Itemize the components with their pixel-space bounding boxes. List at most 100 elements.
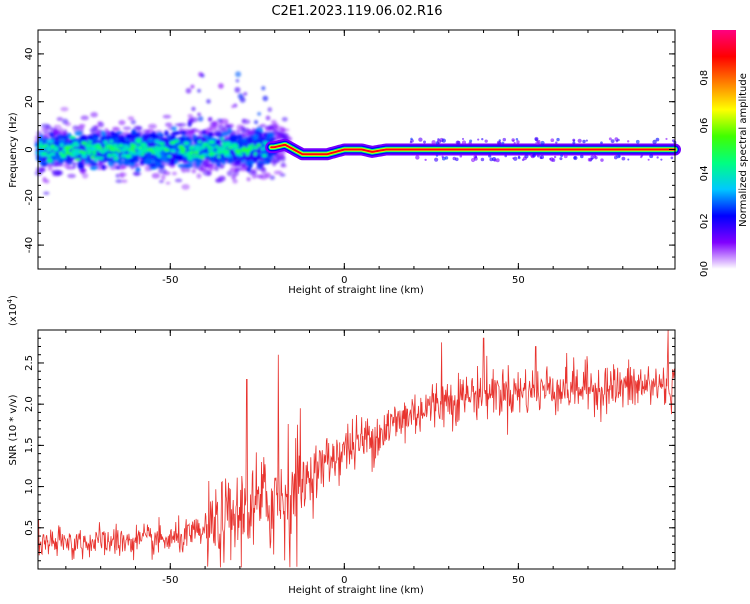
spectrogram-y-label: Frequency (Hz) [8, 112, 19, 188]
spectrogram-ridge-speck [665, 137, 668, 141]
spectrogram-band-cell [174, 154, 182, 161]
spectrogram-ridge-speck [493, 158, 497, 162]
spectrogram-band-cell [80, 134, 88, 141]
spectrogram-band-cell [144, 158, 151, 165]
spectrogram-hot-cell [202, 153, 209, 157]
spectrogram-ridge-speck [501, 141, 505, 145]
spectrogram-ridge-speck [582, 139, 586, 144]
spectrogram-hot-cell [132, 149, 136, 153]
spectrogram-halo-cell [202, 163, 211, 168]
snr-background [38, 330, 675, 569]
spectrogram-halo-cell [53, 124, 62, 129]
spectrogram-halo-cell [269, 175, 275, 181]
snr-x-label: Height of straight line (km) [288, 585, 424, 596]
spectrogram-band-cell [147, 151, 153, 157]
spectrogram-band-cell [74, 130, 82, 136]
spectrogram-hot-cell [154, 139, 160, 144]
spectrogram-halo-cell [269, 159, 278, 164]
spectrogram-hot-cell [244, 148, 251, 153]
spectrogram-hot-cell [234, 148, 241, 154]
spectrogram-ridge-speck [660, 158, 663, 161]
spectrogram-hot-cell [187, 156, 193, 161]
spectrogram-halo-cell [196, 173, 202, 179]
spectrogram-halo-cell [72, 125, 79, 130]
spectrogram-halo-cell [115, 173, 120, 178]
spectrogram-halo-cell [233, 163, 243, 168]
spectrogram-halo-cell [118, 119, 126, 126]
spectrogram-band-cell [54, 140, 61, 147]
spectrogram-band-cell [235, 140, 240, 144]
spectrogram-band-cell [62, 136, 69, 141]
spectrogram-band-cell [102, 156, 110, 162]
y-tick-label: 2.5 [24, 355, 35, 371]
spectrogram-band-cell [41, 138, 47, 144]
snr-y-ticks: 0.5 1.0 1.5 2.0 2.5 [24, 329, 675, 570]
spectrogram-hot-cell [211, 146, 215, 151]
spectrogram-hot-cell [49, 151, 56, 157]
spectrogram-hot-cell [42, 145, 46, 150]
spectrogram-hot-cell [74, 158, 81, 161]
spectrogram-hot-cell [197, 140, 202, 144]
spectrogram-hot-cell [191, 154, 198, 159]
spectrogram-band-cell [91, 133, 100, 139]
spectrogram-band-cell [240, 155, 248, 160]
spectrogram-halo-cell [187, 129, 196, 134]
spectrogram-blobs [34, 71, 293, 195]
y-tick-label: 40 [24, 48, 35, 61]
spectrogram-halo-cell [38, 167, 46, 173]
spectrogram-hot-cell [183, 153, 189, 157]
spectrogram-ridge-speck [572, 138, 576, 142]
spectrogram-panel: -50 0 50 -40 -20 0 20 40 Height of straight li… [8, 29, 681, 296]
spectrogram-ridge-speck [452, 156, 457, 161]
spectrogram-band-cell [135, 167, 141, 173]
spectrogram-hot-cell [81, 150, 87, 155]
spectrogram-halo-cell [165, 181, 171, 185]
spectrogram-hot-cell [38, 140, 43, 145]
spectrogram-hot-cell [65, 151, 72, 155]
spectrogram-band-cell [164, 130, 169, 137]
spectrogram-ridge-speck [517, 155, 521, 158]
spectrogram-ridge-speck [504, 154, 508, 158]
spectrogram-band-cell [90, 138, 97, 144]
spectrogram-y-ticks: -40 -20 0 20 40 [24, 29, 675, 270]
spectrogram-halo-cell [51, 170, 57, 174]
spectrogram-band-cell [247, 162, 253, 169]
colorbar-bar [712, 30, 736, 269]
spectrogram-hot-cell [216, 146, 223, 150]
svg-text:(x104): (x104) [6, 295, 19, 326]
spectrogram-halo-cell [67, 173, 76, 179]
spectrogram-halo-cell [132, 171, 142, 176]
spectrogram-speck [206, 99, 211, 104]
spectrogram-band-cell [262, 160, 270, 165]
spectrogram-halo-cell [80, 115, 89, 121]
spectrogram-ridge-speck [591, 157, 594, 160]
spectrogram-halo-cell [98, 161, 103, 167]
spectrogram-halo-cell [42, 130, 52, 135]
spectrogram-halo-cell [133, 125, 143, 131]
spectrogram-ridge-speck [523, 156, 527, 161]
spectrogram-hot-cell [53, 146, 58, 149]
spectrogram-hot-cell [196, 154, 201, 159]
spectrogram-hot-cell [58, 151, 62, 155]
spectrogram-halo-cell [267, 107, 273, 113]
x-tick-label: 0 [341, 575, 347, 586]
spectrogram-halo-cell [90, 112, 98, 118]
spectrogram-ridge-speck [600, 158, 604, 162]
spectrogram-ridge-speck [627, 140, 630, 143]
spectrogram-ridge-speck [559, 157, 563, 161]
spectrogram-hot-cell [163, 147, 169, 152]
spectrogram-hot-cell [242, 149, 246, 153]
spectrogram-band-cell [119, 140, 127, 145]
spectrogram-hot-cell [253, 151, 257, 156]
spectrogram-hot-cell [194, 147, 202, 152]
spectrogram-ridge-speck [456, 140, 461, 145]
spectrogram-band-cell [267, 133, 275, 138]
spectrogram-band-cell [159, 155, 168, 162]
spectrogram-hot-cell [59, 143, 64, 148]
spectrogram-halo-cell [113, 126, 121, 132]
spectrogram-halo-cell [148, 123, 157, 129]
spectrogram-hot-cell [102, 148, 109, 153]
spectrogram-halo-cell [171, 171, 178, 176]
spectrogram-halo-cell [236, 128, 241, 134]
spectrogram-halo-cell [46, 163, 53, 168]
